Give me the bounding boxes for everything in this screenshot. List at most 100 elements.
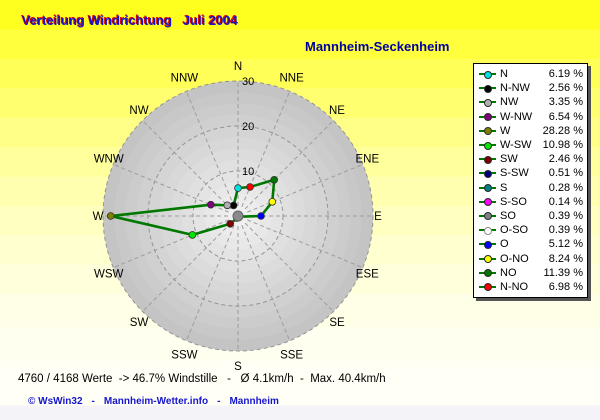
legend-value: 5.12 % [548,238,583,251]
legend-marker-icon [479,70,496,79]
legend-value: 0.28 % [548,181,583,194]
legend-item-W: W 28.28 % [479,124,583,138]
legend-item-O: O 5.12 % [479,237,583,251]
station-name: Mannheim-Seckenheim [305,39,450,54]
data-point-W-SW [188,231,197,239]
compass-label-NNE: NNE [279,72,304,84]
legend-dot-icon [484,283,492,292]
legend-marker-icon [479,269,496,278]
legend-label: N [500,68,508,81]
legend-marker-icon [479,184,496,193]
legend-label: O-SO [500,224,529,237]
radial-tick-label-30: 30 [242,76,254,88]
data-point-NO [270,176,279,184]
legend-item-N: N 6.19 % [479,67,583,81]
legend-marker-icon [479,169,496,178]
legend-dot-icon [484,70,492,79]
data-point-O-NO [268,198,277,206]
data-point-N-NW [229,201,238,210]
legend-marker-icon [479,155,496,164]
legend-item-O-SO: O-SO 0.39 % [479,223,583,237]
legend-marker-icon [479,240,496,249]
legend-item-NO: NO 11.39 % [479,266,583,280]
credits: © WsWin32- Mannheim-Wetter.info - Mannheim [28,396,279,407]
compass-label-N: N [234,61,242,73]
compass-label-ESE: ESE [356,268,379,280]
legend-marker-icon [479,283,496,292]
legend-value: 0.14 % [548,195,583,208]
radial-tick-label-20: 20 [242,121,254,133]
legend-dot-icon [484,240,492,249]
credit-wswin32[interactable]: © WsWin32 [28,396,83,407]
legend-item-S: S 0.28 % [479,181,583,195]
compass-label-SSE: SSE [280,350,303,362]
data-point-NW [223,201,232,210]
legend-item-W-NW: W-NW 6.54 % [479,110,583,124]
compass-label-E: E [374,211,382,223]
legend-value: 0.51 % [548,167,583,180]
legend-item-W-SW: W-SW 10.98 % [479,138,583,152]
legend-label: NW [500,96,519,109]
legend-label: O-NO [500,252,529,265]
compass-label-S: S [234,361,242,373]
legend-label: N-NW [500,82,530,95]
legend-item-S-SW: S-SW 0.51 % [479,166,583,180]
legend-value: 0.39 % [548,224,583,237]
legend-value: 6.54 % [548,110,583,123]
legend-label: SW [500,153,518,166]
legend-item-S-SO: S-SO 0.14 % [479,195,583,209]
data-point-O [257,212,265,220]
compass-label-SE: SE [329,317,345,329]
data-point-N [234,184,242,192]
legend-marker-icon [479,127,496,136]
data-point-SW [226,220,235,228]
legend-label: W [500,124,511,137]
legend-dot-icon [484,141,492,150]
legend-value: 2.46 % [548,153,583,166]
compass-label-SW: SW [130,317,149,329]
compass-label-W: W [93,211,104,223]
credit-website-link[interactable]: Mannheim-Wetter.info [103,396,209,407]
legend-value: 3.35 % [548,96,583,109]
legend-marker-icon [479,84,496,93]
legend-dot-icon [484,269,492,278]
legend-label: S [500,181,508,194]
page-title: Verteilung Windrichtung Juli 2004 [22,13,238,28]
legend-label: NO [500,266,517,279]
legend-marker-icon [479,212,496,221]
legend-label: N-NO [500,280,529,293]
center-calm-dot [232,210,244,222]
legend-item-N-NO: N-NO 6.98 % [479,280,583,294]
legend-dot-icon [484,226,492,235]
compass-label-WSW: WSW [94,268,124,280]
legend-dot-icon [484,184,492,193]
legend-dot-icon [484,255,492,264]
legend-dot-icon [484,84,492,93]
legend-value: 6.19 % [548,68,583,81]
stats-line: 4760 / 4168 Werte -> 46.7% Windstille - … [18,373,386,385]
legend-value: 28.28 % [542,124,583,137]
legend-dot-icon [484,169,492,178]
legend-marker-icon [479,255,496,264]
data-point-W-NW [207,200,215,209]
legend-label: W-NW [500,110,533,123]
legend-item-N-NW: N-NW 2.56 % [479,81,583,95]
compass-label-NNW: NNW [171,72,199,84]
legend-label: O [500,238,509,251]
credit-separator: - [91,396,95,407]
grid-circle-10 [192,170,284,262]
legend-marker-icon [479,113,496,122]
legend-dot-icon [484,127,492,136]
credit-separator: - [217,396,221,407]
compass-label-NE: NE [329,105,345,117]
compass-label-SSW: SSW [171,350,197,362]
legend-item-NW: NW 3.35 % [479,95,583,109]
legend-dot-icon [484,212,492,221]
legend-item-SW: SW 2.46 % [479,152,583,166]
legend-value: 6.98 % [548,280,583,293]
data-point-W [106,212,115,220]
radial-tick-label-10: 10 [242,166,254,178]
credit-city-link[interactable]: Mannheim [229,396,279,407]
data-point-N-NO [246,183,254,191]
